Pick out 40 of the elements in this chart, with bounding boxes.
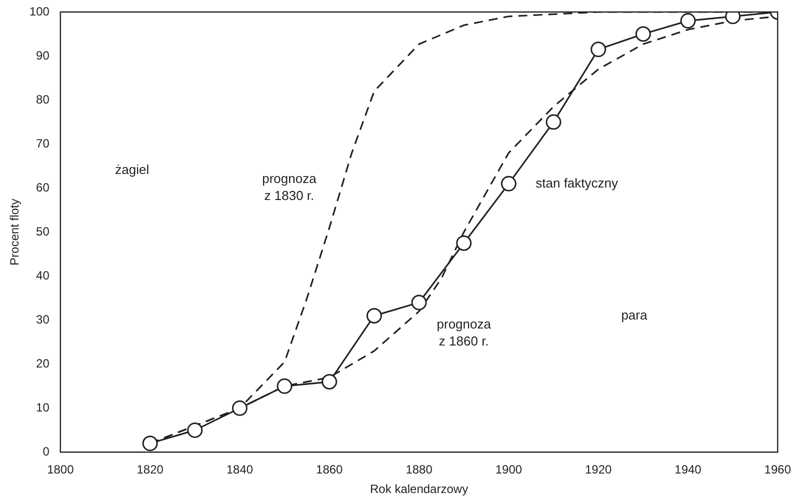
x-tick-label: 1840 (226, 462, 254, 477)
point (635, 26, 651, 42)
point (142, 436, 158, 452)
y-axis-title: Procent floty (8, 198, 22, 266)
x-tick-label: 1880 (406, 462, 433, 477)
point (232, 400, 248, 416)
annotation: prognoza z 1830 r. (262, 171, 318, 204)
point (500, 176, 516, 192)
annotation: prognoza z 1860 r. (436, 316, 492, 348)
point (411, 294, 427, 310)
y-tick-label: 0 (42, 444, 50, 459)
y-tick-label: 10 (36, 400, 50, 414)
y-tick-label: 80 (36, 92, 50, 106)
point (187, 422, 203, 438)
point (680, 13, 696, 29)
x-tick-label: 1860 (316, 462, 344, 477)
point (276, 378, 292, 394)
y-tick-label: 30 (36, 312, 50, 326)
point (456, 235, 472, 251)
annotation: żagiel (115, 162, 150, 178)
y-tick-label: 90 (36, 48, 50, 62)
x-tick-label: 1900 (495, 462, 522, 477)
y-tick-label: 40 (36, 268, 50, 282)
point (590, 42, 606, 58)
y-tick-label: 70 (36, 136, 50, 150)
point (366, 308, 382, 324)
x-tick-label: 1820 (136, 462, 164, 477)
y-tick-label: 20 (36, 356, 50, 370)
annotation: para (621, 307, 648, 322)
y-tick-label: 50 (36, 224, 50, 238)
x-tick-label: 1800 (47, 462, 74, 477)
point (322, 374, 338, 390)
x-axis-title: Rok kalendarzowy (370, 482, 468, 496)
x-tick-label: 1960 (764, 462, 792, 477)
y-tick-label: 60 (36, 180, 50, 194)
x-tick-label: 1940 (674, 462, 702, 477)
x-tick-label: 1920 (584, 462, 612, 477)
annotation: stan faktyczny (536, 175, 619, 190)
y-tick-label: 100 (29, 4, 50, 18)
point (546, 114, 562, 130)
